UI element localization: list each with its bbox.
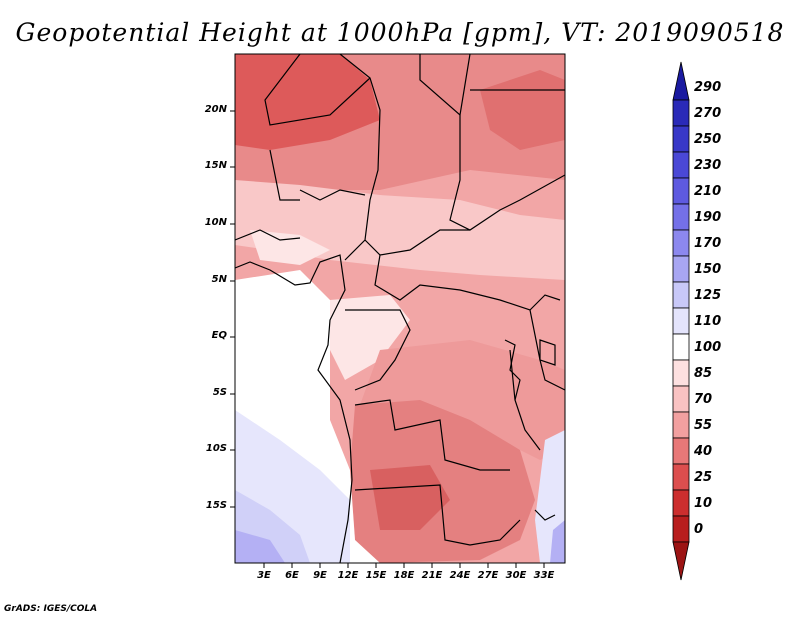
field-coastal-high [250, 230, 330, 265]
field-indian-ocean-2 [550, 520, 565, 563]
colorbar-label-40: 40 [694, 444, 713, 459]
border-congo [345, 309, 411, 391]
colorbar-segment [672, 437, 690, 465]
colorbar-label-210: 210 [694, 184, 722, 199]
border-west-africa [235, 229, 301, 241]
field-congo-basin [360, 340, 565, 460]
colorbar-label-110: 110 [694, 314, 722, 329]
colorbar-label-250: 250 [694, 132, 722, 147]
lake-victoria [539, 339, 556, 366]
colorbar-label-170: 170 [694, 236, 722, 251]
border-car-south [374, 254, 561, 311]
colorbar-label-55: 55 [694, 418, 713, 433]
colorbar-label-70: 70 [694, 392, 713, 407]
border-libya-chad [419, 54, 471, 117]
colorbar-segment [672, 177, 690, 205]
colorbar-label-230: 230 [694, 158, 722, 173]
colorbar-segment [672, 281, 690, 309]
colorbar-label-85: 85 [694, 366, 713, 381]
colorbar-segment [672, 125, 690, 153]
lat-ticks [230, 110, 235, 508]
colorbar-label-190: 190 [694, 210, 722, 225]
field-kalahari-low [370, 465, 450, 530]
grads-credit: GrADS: IGES/COLA [4, 604, 98, 614]
colorbar-segment [672, 151, 690, 179]
colorbar-segment [672, 359, 690, 387]
border-burkina [269, 149, 300, 201]
colorbar-arrow-top [672, 61, 690, 101]
map-field [235, 54, 565, 563]
lon-label-24e: 24E [449, 570, 471, 581]
lat-label-5s: 5S [212, 387, 227, 398]
colorbar-label-270: 270 [694, 106, 722, 121]
map-frame [234, 53, 566, 564]
chart-title: Geopotential Height at 1000hPa [gpm], VT… [15, 18, 785, 47]
colorbar-label-100: 100 [694, 340, 722, 355]
lat-label-15s: 15S [205, 500, 227, 511]
lat-label-10n: 10N [204, 217, 227, 228]
lon-label-30e: 30E [505, 570, 527, 581]
colorbar-segment [672, 99, 690, 127]
colorbar-segment [672, 255, 690, 283]
lon-label-27e: 27E [477, 570, 499, 581]
colorbar-label-150: 150 [694, 262, 722, 277]
border-nigeria [299, 189, 366, 201]
colorbar [672, 61, 690, 581]
colorbar-label-125: 125 [694, 288, 722, 303]
lon-label-21e: 21E [421, 570, 443, 581]
zambezi-border [534, 509, 556, 521]
lat-label-20n: 20N [204, 104, 227, 115]
colorbar-label-290: 290 [694, 80, 722, 95]
colorbar-label-25: 25 [694, 470, 713, 485]
colorbar-segment [672, 307, 690, 335]
colorbar-segment [672, 489, 690, 517]
lon-label-9e: 9E [313, 570, 327, 581]
lon-label-33e: 33E [533, 570, 555, 581]
colorbar-segment [672, 463, 690, 491]
colorbar-segment [672, 411, 690, 439]
coastline-west [235, 254, 353, 563]
border-mali-niger [264, 54, 371, 126]
lon-label-3e: 3E [257, 570, 271, 581]
colorbar-segment [672, 203, 690, 231]
border-drc-angola [354, 399, 510, 471]
lon-label-6e: 6E [285, 570, 299, 581]
field-gabon-high [330, 295, 410, 380]
lon-label-15e: 15E [365, 570, 387, 581]
border-east-africa [529, 309, 565, 391]
field-sahara-low [235, 54, 380, 150]
lon-ticks [263, 563, 545, 568]
border-great-lakes [509, 349, 541, 451]
colorbar-arrow-bottom [672, 541, 690, 581]
border-angola-namibia [354, 484, 521, 546]
lake-tanganyika [504, 339, 521, 401]
colorbar-label-0: 0 [694, 522, 704, 537]
colorbar-segment [672, 229, 690, 257]
country-borders [235, 54, 565, 563]
lat-label-eq: EQ [211, 330, 227, 341]
border-car-north [364, 229, 470, 256]
colorbar-segment [672, 385, 690, 413]
colorbar-label-10: 10 [694, 496, 713, 511]
lon-label-12e: 12E [337, 570, 359, 581]
lat-label-10s: 10S [205, 443, 227, 454]
field-ocean-blue-3 [235, 530, 285, 563]
colorbar-segment [672, 515, 690, 543]
colorbar-segment [672, 333, 690, 361]
lon-label-18e: 18E [393, 570, 415, 581]
lat-label-15n: 15N [204, 160, 227, 171]
lat-label-5n: 5N [211, 274, 227, 285]
